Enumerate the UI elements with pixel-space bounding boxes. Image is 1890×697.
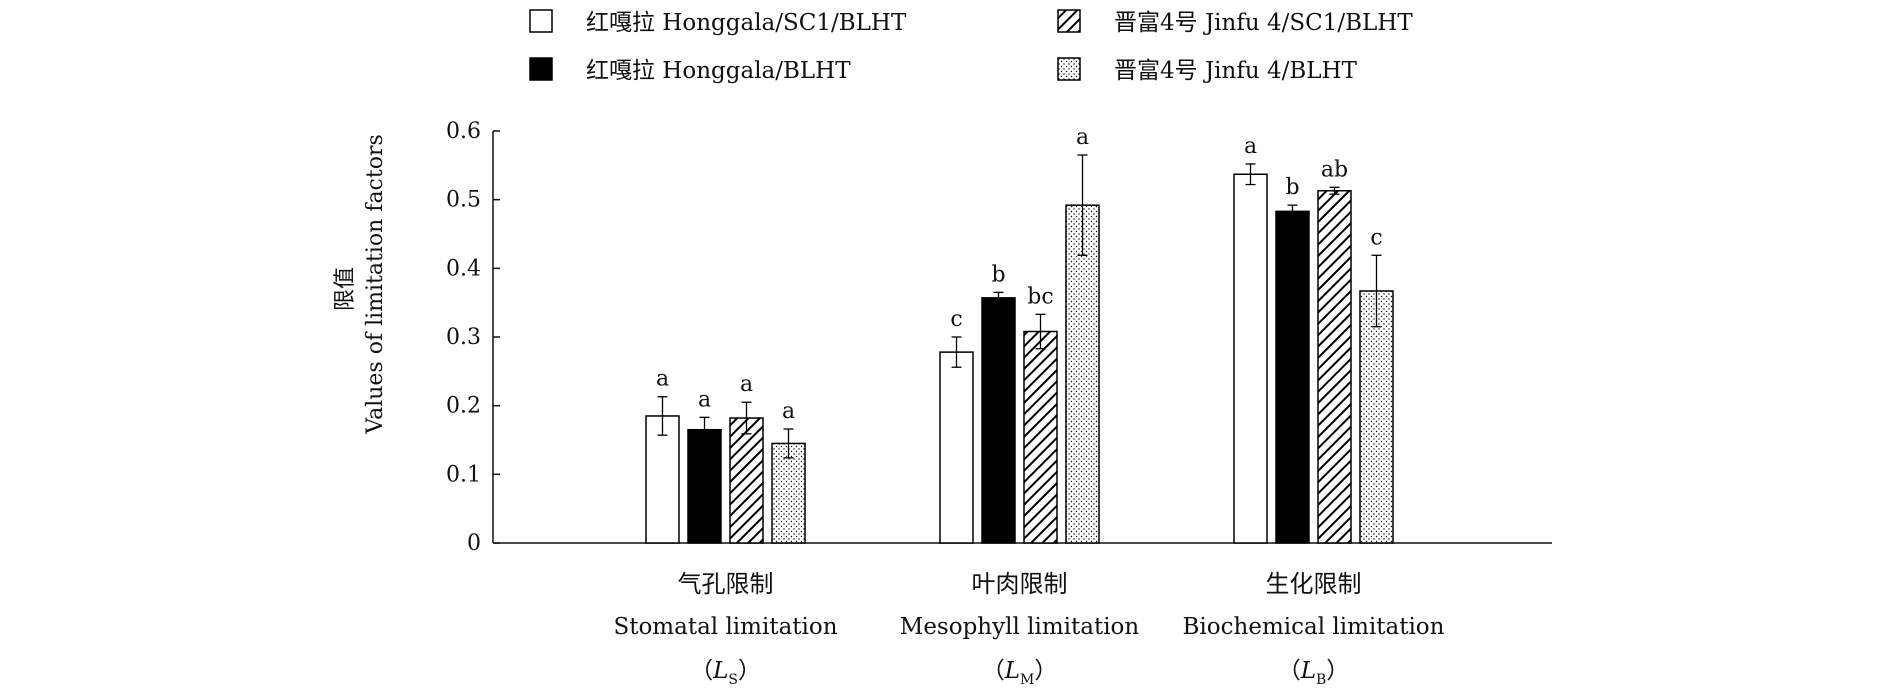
y-tick-label: 0.3 — [446, 325, 481, 350]
legend-label: 红嘎拉 Honggala/SC1/BLHT — [586, 10, 907, 36]
bar — [771, 442, 806, 544]
legend-label: 红嘎拉 Honggala/BLHT — [586, 58, 851, 84]
y-axis: 0 0.1 0.2 0.3 0.4 0.5 0.6 — [446, 119, 500, 556]
legend-label: 晋富4号 Jinfu 4/SC1/BLHT — [1114, 10, 1413, 36]
significance-letter: a — [656, 367, 669, 392]
legend-swatch — [529, 9, 553, 33]
y-tick-label: 0.4 — [446, 256, 481, 281]
error-bars — [657, 154, 1382, 459]
y-tick-label: 0.2 — [446, 394, 481, 419]
category-label-en: Mesophyll limitation — [900, 614, 1140, 640]
bar — [1023, 330, 1058, 544]
legend-label: 晋富4号 Jinfu 4/BLHT — [1114, 58, 1358, 84]
category-label-cn: 叶肉限制 — [972, 570, 1068, 598]
y-tick-label: 0.1 — [446, 462, 481, 487]
y-axis-label-cn: 限值 — [333, 267, 358, 311]
legend-swatch — [529, 57, 553, 81]
significance-letter: a — [782, 399, 795, 424]
category-label-en: Stomatal limitation — [613, 614, 837, 640]
y-axis-label: Values of limitation factors — [363, 134, 388, 435]
significance-letter: c — [1370, 225, 1382, 250]
significance-letter: b — [991, 262, 1005, 287]
bar — [1317, 189, 1352, 544]
legend-swatch — [1057, 57, 1081, 81]
category-label-cn: 生化限制 — [1266, 570, 1362, 598]
significance-letter: a — [698, 387, 711, 412]
significance-letter: b — [1285, 175, 1299, 200]
category-symbol: （LB） — [1278, 658, 1350, 688]
significance-letter: a — [1076, 125, 1089, 150]
bar — [939, 351, 974, 544]
bar — [1233, 173, 1268, 544]
bar — [687, 428, 722, 544]
significance-letter: ab — [1321, 157, 1348, 182]
significance-letter: a — [1244, 134, 1257, 159]
category-symbol: （LS） — [690, 658, 761, 688]
bar — [729, 417, 764, 544]
category-label-cn: 气孔限制 — [678, 570, 774, 598]
significance-letter: c — [950, 307, 962, 332]
y-tick-label: 0.6 — [446, 119, 481, 144]
bar — [981, 297, 1016, 544]
significance-letter: a — [740, 372, 753, 397]
bars — [645, 173, 1394, 544]
significance-letter: bc — [1027, 284, 1053, 309]
category-labels: 气孔限制 Stomatal limitation （LS） 叶肉限制 Mesophyll… — [613, 570, 1444, 688]
category-symbol: （LM） — [982, 658, 1058, 688]
bar — [1275, 210, 1310, 544]
legend: 红嘎拉 Honggala/SC1/BLHT 红嘎拉 Honggala/BLHT 晋富… — [529, 9, 1413, 84]
y-tick-label: 0 — [467, 531, 481, 556]
bar — [1359, 290, 1394, 544]
y-tick-label: 0.5 — [446, 188, 481, 213]
legend-swatch — [1057, 9, 1081, 33]
category-label-en: Biochemical limitation — [1183, 614, 1445, 640]
